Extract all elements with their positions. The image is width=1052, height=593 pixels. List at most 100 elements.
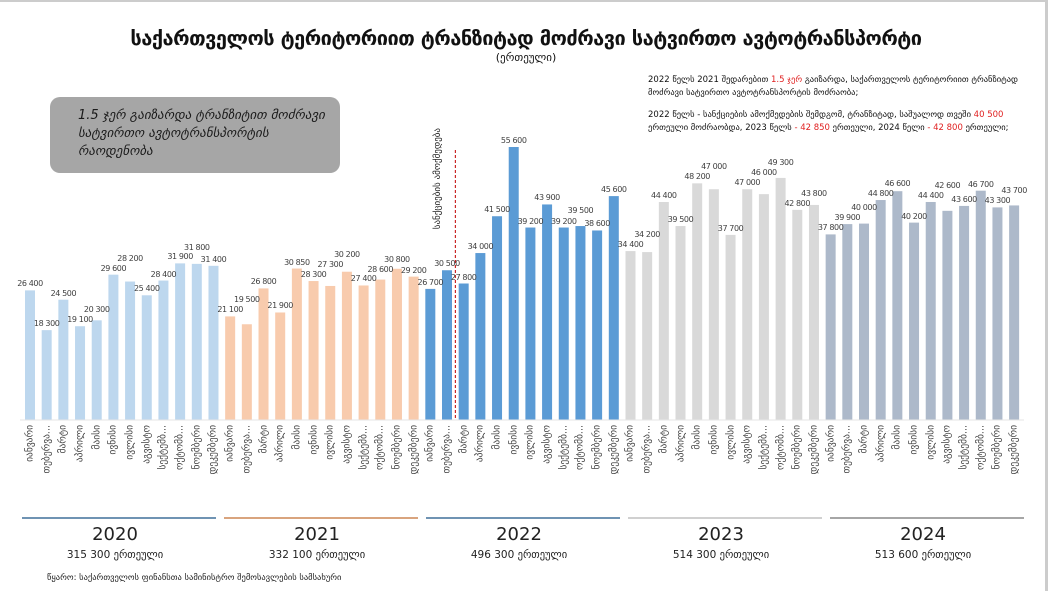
data-label: 48 200: [684, 172, 710, 182]
x-tick-label: სექტემბ...: [558, 425, 570, 470]
x-tick-label: თებერვა...: [41, 425, 53, 474]
bar-2020-9: [158, 280, 169, 420]
data-label: 39 900: [834, 213, 861, 223]
bar-2024-4: [875, 200, 886, 420]
bar-2021-1: [225, 316, 236, 420]
x-tick-label: დეკემბერი: [808, 425, 820, 475]
bar-2020-8: [141, 295, 152, 420]
data-label: 30 800: [384, 254, 410, 264]
bar-2023-6: [708, 189, 719, 420]
x-tick-label: მარტი: [57, 425, 69, 454]
x-tick-label: ნოემბერი: [791, 425, 803, 470]
data-label: 43 600: [951, 194, 977, 204]
bar-2022-2: [442, 270, 452, 420]
bar-2020-4: [75, 326, 86, 420]
x-tick-label: აგვისტო: [541, 425, 553, 464]
x-tick-label: ივლისი: [124, 425, 136, 460]
note-highlight: - 42 850: [794, 123, 830, 133]
data-label: 27 800: [450, 272, 477, 282]
data-label: 26 400: [17, 279, 43, 289]
x-tick-label: ივლისი: [524, 425, 536, 460]
x-tick-label: აპრილი: [474, 425, 486, 463]
bar-2021-11: [391, 268, 402, 420]
bar-2020-5: [91, 320, 102, 420]
bar-2023-2: [642, 252, 653, 420]
bar-2020-6: [108, 274, 119, 420]
bar-2021-9: [358, 285, 369, 420]
x-tick-label: ივნისი: [708, 425, 720, 455]
note-text-part: ერთეული მოძრაობდა, 2023 წელს: [648, 123, 795, 133]
year-total: 332 100 ერთეული: [268, 549, 366, 561]
data-label: 28 400: [150, 269, 177, 279]
x-tick-label: დეკემბერი: [408, 425, 420, 475]
bar-2022-11: [592, 230, 603, 420]
data-label: 19 100: [67, 315, 93, 325]
data-label: 34 400: [617, 240, 644, 250]
x-tick-label: სექტემბ...: [358, 425, 370, 470]
x-tick-label: მაისი: [691, 425, 703, 450]
bar-2023-1: [625, 251, 636, 420]
bar-2021-12: [408, 276, 419, 420]
x-tick-label: აპრილი: [675, 425, 687, 463]
bar-2021-4: [275, 312, 286, 420]
bar-2024-6: [909, 222, 920, 420]
data-label: 45 600: [601, 185, 627, 195]
x-tick-label: ივლისი: [725, 425, 737, 460]
x-tick-label: ნოემბერი: [191, 425, 203, 470]
note-text-part: 2022 წელს 2021 შედარებით: [648, 75, 771, 85]
bar-2020-1: [25, 290, 35, 420]
x-tick-label: იანვარი: [224, 425, 236, 462]
data-label: 43 300: [984, 196, 1011, 206]
data-label: 25 400: [133, 284, 160, 294]
x-tick-label: მაისი: [491, 425, 503, 450]
note-text-part: 2022 წელს - სანქციების ამოქმედების შემდგ…: [648, 110, 974, 120]
bar-2020-7: [125, 281, 136, 420]
bar-2021-7: [325, 285, 336, 420]
data-label: 27 300: [317, 259, 344, 269]
data-label: 30 500: [434, 259, 460, 269]
year-total: 315 300 ერთეული: [66, 549, 164, 561]
x-tick-label: ოქტომბ...: [374, 425, 386, 470]
bar-2022-7: [525, 227, 536, 420]
bar-2022-10: [575, 226, 586, 420]
note-highlight: - 42 800: [927, 123, 963, 133]
x-tick-label: აპრილი: [875, 425, 887, 463]
x-tick-label: იანვარი: [424, 425, 436, 462]
data-label: 21 100: [217, 305, 243, 315]
bar-2024-11: [992, 207, 1003, 420]
sanction-annotation-label: სანქციების ამოქმედება: [433, 128, 443, 230]
x-tick-label: სექტემბ...: [958, 425, 970, 470]
year-label: 2024: [900, 524, 946, 545]
data-label: 39 500: [567, 206, 594, 216]
year-label: 2022: [496, 524, 542, 545]
x-tick-label: ივლისი: [324, 425, 336, 460]
note-paragraph-2: 2022 წელს - სანქციების ამოქმედების შემდგ…: [648, 109, 1040, 135]
x-tick-label: აგვისტო: [141, 425, 153, 464]
data-label: 24 500: [50, 288, 77, 298]
bar-2022-12: [608, 196, 619, 420]
bar-2023-10: [775, 177, 786, 420]
note-text-part: გაიზარდა, საქართველოს ტერიტორიით ტრანზიტ…: [648, 75, 1018, 98]
data-label: 26 800: [250, 277, 277, 287]
bar-2020-12: [208, 265, 219, 420]
data-label: 28 200: [117, 253, 143, 263]
data-label: 43 700: [1001, 186, 1027, 196]
data-label: 34 000: [467, 242, 494, 252]
bar-2021-3: [258, 288, 269, 420]
bar-2022-3: [458, 283, 469, 420]
chart-subtitle: (ერთეული): [495, 51, 557, 64]
bar-2020-3: [58, 299, 69, 420]
x-tick-label: ოქტომბ...: [975, 425, 987, 470]
data-label: 37 700: [717, 223, 744, 233]
data-label: 43 900: [534, 193, 560, 203]
note-text-part: ერთეული;: [962, 123, 1009, 133]
bar-2022-1: [425, 288, 436, 420]
data-label: 39 200: [550, 216, 577, 226]
chart-title: საქართველოს ტერიტორიით ტრანზიტად მოძრავი…: [130, 26, 922, 50]
bar-2021-5: [291, 268, 302, 420]
data-label: 28 300: [300, 270, 327, 280]
year-divider-line: [224, 517, 418, 519]
x-tick-label: ივლისი: [925, 425, 937, 460]
data-label: 31 800: [184, 242, 210, 252]
